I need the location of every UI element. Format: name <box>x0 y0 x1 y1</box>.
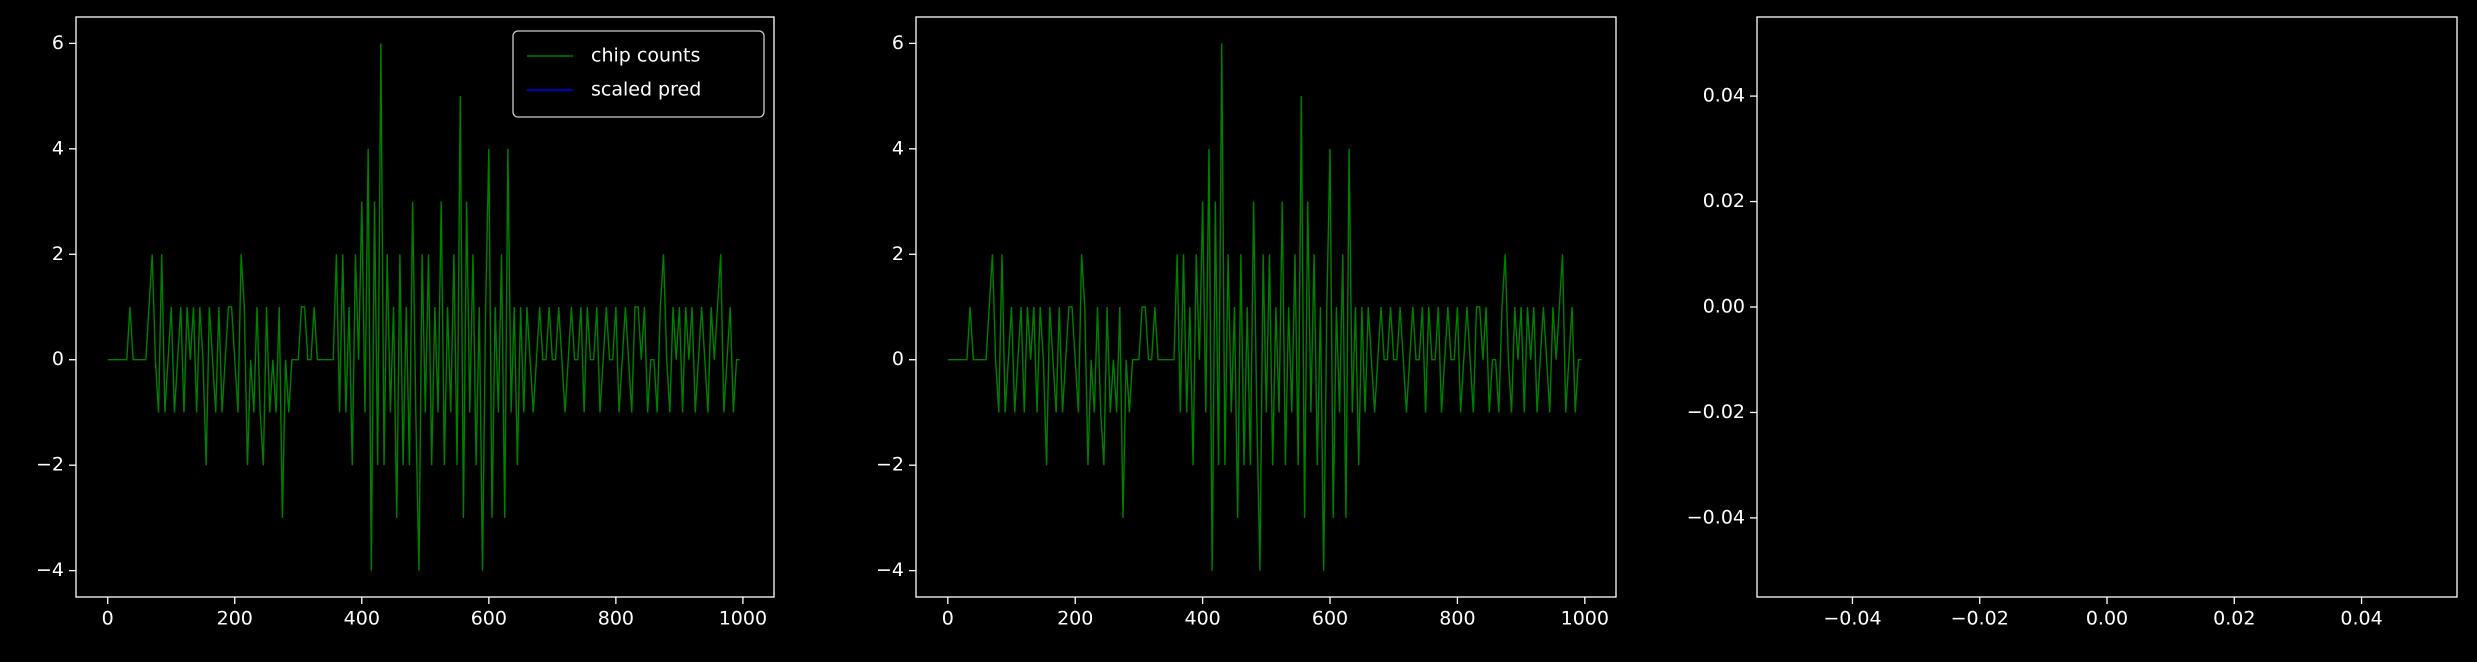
y-tick-label: 0.02 <box>1703 190 1745 212</box>
data-line <box>107 43 740 571</box>
y-tick-label: −0.02 <box>1687 401 1745 423</box>
y-tick-label: 6 <box>52 32 64 54</box>
x-tick-label: 600 <box>1312 608 1348 630</box>
legend: chip counts scaled pred <box>512 30 765 118</box>
y-tick-label: 0.04 <box>1703 85 1745 107</box>
y-tick-label: −4 <box>876 559 904 581</box>
x-tick-label: 1000 <box>1561 608 1609 630</box>
x-tick-label: −0.02 <box>1951 608 2009 630</box>
y-tick-label: 2 <box>892 243 904 265</box>
axes-frame <box>75 16 775 598</box>
x-tick-label: −0.04 <box>1823 608 1881 630</box>
x-tick-label: 400 <box>1184 608 1220 630</box>
x-tick-label: 200 <box>1057 608 1093 630</box>
y-tick-label: 0 <box>52 348 64 370</box>
x-tick-label: 0.00 <box>2086 608 2128 630</box>
y-tick-label: 6 <box>892 32 904 54</box>
x-tick-label: 0.04 <box>2340 608 2382 630</box>
x-tick-label: 0 <box>102 608 114 630</box>
y-tick-label: −2 <box>876 454 904 476</box>
legend-label: chip counts <box>591 45 700 67</box>
x-tick-label: 400 <box>344 608 380 630</box>
legend-box <box>512 30 765 118</box>
y-tick-label: −0.04 <box>1687 506 1745 528</box>
x-tick-label: 0.02 <box>2213 608 2255 630</box>
x-tick-label: 800 <box>1439 608 1475 630</box>
y-tick-label: 2 <box>52 243 64 265</box>
x-tick-label: 0 <box>942 608 954 630</box>
x-tick-label: 800 <box>598 608 634 630</box>
y-tick-label: 4 <box>892 137 904 159</box>
data-line <box>947 43 1582 571</box>
x-tick-label: 1000 <box>719 608 767 630</box>
y-tick-label: 0.00 <box>1703 296 1745 318</box>
y-tick-label: −2 <box>36 454 64 476</box>
legend-label: scaled pred <box>591 79 701 101</box>
axes-frame <box>915 16 1617 598</box>
subplot: 0 200 400 600 800 1000 −4 −2 0 2 4 6 <box>876 16 1617 630</box>
x-tick-label: 600 <box>471 608 507 630</box>
subplot: −0.04 −0.02 0.00 0.02 0.04 −0.04 −0.02 0.00 0.02… <box>1687 16 2458 630</box>
y-tick-label: −4 <box>36 559 64 581</box>
subplot: 0 200 400 600 800 1000 −4 −2 0 2 4 6 chip counts scal… <box>36 16 775 630</box>
y-tick-label: 4 <box>52 137 64 159</box>
y-tick-label: 0 <box>892 348 904 370</box>
x-tick-label: 200 <box>217 608 253 630</box>
